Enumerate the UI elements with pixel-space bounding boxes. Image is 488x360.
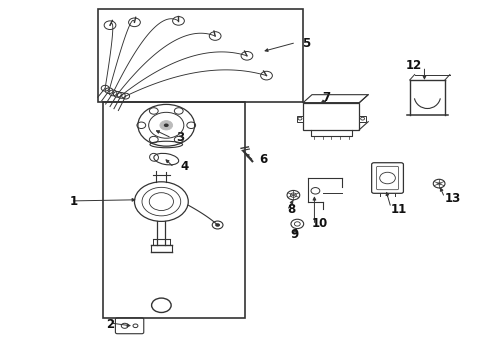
Text: 1: 1 (70, 195, 78, 208)
Text: 7: 7 (321, 91, 329, 104)
Bar (359, 116, 365, 122)
Text: 3: 3 (176, 131, 184, 144)
Text: 13: 13 (444, 192, 460, 205)
Bar (98, 9, 303, 102)
Text: 8: 8 (286, 203, 295, 216)
Text: 11: 11 (389, 203, 406, 216)
Text: 6: 6 (259, 153, 267, 166)
Text: 5: 5 (302, 37, 310, 50)
FancyBboxPatch shape (371, 163, 403, 193)
Circle shape (160, 121, 172, 130)
Text: 2: 2 (106, 318, 115, 330)
Circle shape (215, 223, 220, 227)
Circle shape (163, 123, 168, 127)
Bar (102, 102, 244, 318)
Bar (303, 103, 359, 130)
Text: 9: 9 (289, 228, 298, 241)
Bar (296, 116, 303, 122)
Text: 4: 4 (180, 160, 188, 173)
Circle shape (436, 182, 441, 185)
Text: 10: 10 (311, 217, 327, 230)
Text: 12: 12 (405, 59, 421, 72)
